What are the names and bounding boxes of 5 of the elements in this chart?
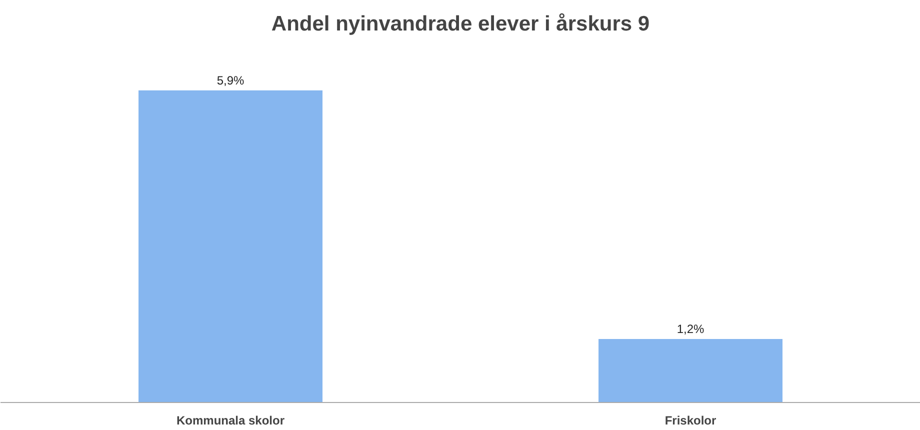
data-label: 5,9% [216,73,245,88]
data-label: 1,2% [676,322,705,336]
x-tick-label: Friskolor [664,414,717,428]
x-tick-label: Kommunala skolor [176,414,285,428]
chart-title: Andel nyinvandrade elever i årskurs 9 [271,12,650,36]
